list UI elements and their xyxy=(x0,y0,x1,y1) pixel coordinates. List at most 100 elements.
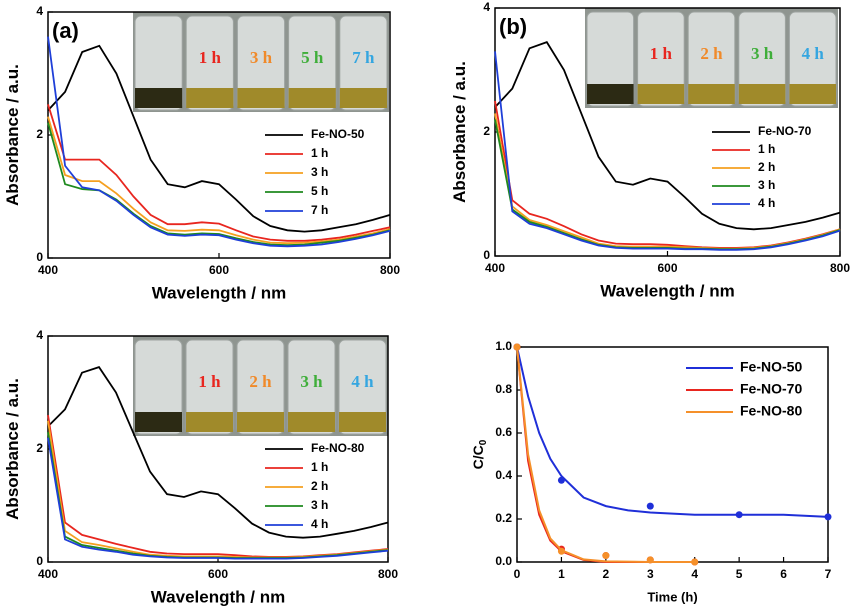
legend-label: 3 h xyxy=(311,165,328,179)
data-point xyxy=(646,502,654,510)
vial-liquid xyxy=(587,84,634,104)
x-tick-label: 3 xyxy=(647,567,654,581)
x-tick-label: 4 xyxy=(691,567,698,581)
legend-label: 2 h xyxy=(311,479,328,493)
vial xyxy=(288,15,337,111)
y-axis-label-text: Absorbance / a.u. xyxy=(3,378,22,520)
y-axis-label-text: Absorbance / a.u. xyxy=(450,61,469,203)
vial xyxy=(134,15,183,111)
vial-liquid xyxy=(237,412,284,432)
inset-label: 5 h xyxy=(301,48,324,67)
data-point xyxy=(602,552,610,560)
y-tick-label: 0 xyxy=(483,248,490,262)
y-tick-label: 0.8 xyxy=(495,382,512,396)
vial-liquid xyxy=(186,88,234,108)
legend-label: 1 h xyxy=(311,460,328,474)
x-axis-label: Wavelength / nm xyxy=(151,587,285,606)
y-tick-label: 2 xyxy=(36,441,43,455)
y-tick-label: 0.6 xyxy=(495,425,512,439)
y-tick-label: 4 xyxy=(36,328,43,342)
x-tick-label: 400 xyxy=(38,567,58,581)
inset-label: 7 h xyxy=(352,48,375,67)
fit-curve xyxy=(516,346,695,563)
vial xyxy=(339,15,388,111)
legend-label: 7 h xyxy=(311,203,328,217)
vial-liquid xyxy=(237,88,285,108)
x-tick-label: 800 xyxy=(378,567,398,581)
legend-label: Fe-NO-50 xyxy=(740,359,802,375)
panel-label: (a) xyxy=(52,18,79,43)
y-axis-label-text: Absorbance / a.u. xyxy=(3,64,22,206)
x-tick-label: 0 xyxy=(514,567,521,581)
fit-curve xyxy=(516,346,695,563)
legend-label: 4 h xyxy=(311,517,328,531)
vial xyxy=(236,339,285,435)
inset-label: 4 h xyxy=(802,44,825,63)
x-tick-label: 600 xyxy=(657,261,677,275)
vial-liquid xyxy=(339,88,387,108)
x-tick-label: 400 xyxy=(38,263,58,277)
vial xyxy=(637,11,685,107)
vial xyxy=(338,339,387,435)
data-point xyxy=(691,558,699,566)
legend-label: Fe-NO-80 xyxy=(311,441,365,455)
inset-label: 2 h xyxy=(700,44,723,63)
inset-label: 3 h xyxy=(250,48,273,67)
vial xyxy=(185,15,234,111)
inset-label: 3 h xyxy=(300,372,323,391)
vial xyxy=(788,11,837,107)
data-point xyxy=(735,511,743,519)
spectrum-line xyxy=(494,51,841,251)
inset-label: 4 h xyxy=(351,372,374,391)
legend-label: 3 h xyxy=(758,178,775,192)
y-axis-label: Absorbance / a.u. xyxy=(3,378,22,520)
spectrum-line xyxy=(47,437,389,560)
inset-label: 1 h xyxy=(650,44,673,63)
x-tick-label: 600 xyxy=(209,263,229,277)
spectrum-line xyxy=(47,366,389,539)
legend-label: Fe-NO-70 xyxy=(740,381,802,397)
vial xyxy=(287,339,336,435)
plot-frame xyxy=(516,346,829,563)
legend-label: 3 h xyxy=(311,498,328,512)
y-axis-label: Absorbance / a.u. xyxy=(3,64,22,206)
y-axis-label: Absorbance / a.u. xyxy=(450,61,469,203)
vial-liquid xyxy=(789,84,836,104)
legend-label: 2 h xyxy=(758,160,775,174)
spectrum-line xyxy=(494,119,841,251)
x-tick-label: 6 xyxy=(780,567,787,581)
data-point xyxy=(646,556,654,564)
legend-label: 4 h xyxy=(758,196,775,210)
vial-liquid xyxy=(135,88,183,108)
x-tick-label: 800 xyxy=(380,263,400,277)
x-tick-label: 1 xyxy=(558,567,565,581)
y-tick-label: 4 xyxy=(483,0,490,14)
vial xyxy=(236,15,286,111)
spectrum-line xyxy=(47,104,391,242)
y-axis-label-text: C/C xyxy=(470,445,486,469)
x-tick-label: 600 xyxy=(208,567,228,581)
y-tick-label: 4 xyxy=(36,4,43,18)
x-tick-label: 5 xyxy=(736,567,743,581)
spectrum-line xyxy=(47,116,391,245)
legend-label: Fe-NO-50 xyxy=(311,127,365,141)
y-axis-label-sub: 0 xyxy=(478,439,489,445)
legend-label: 1 h xyxy=(758,142,775,156)
x-tick-label: 2 xyxy=(603,567,610,581)
data-point xyxy=(824,513,832,521)
vial xyxy=(586,11,635,107)
vial-liquid xyxy=(288,412,335,432)
vial-liquid xyxy=(637,84,685,104)
y-tick-label: 0 xyxy=(36,554,43,568)
y-axis-label: C/C0 xyxy=(470,439,489,469)
vial-liquid xyxy=(186,412,233,432)
x-tick-label: 7 xyxy=(825,567,832,581)
spectrum-line xyxy=(47,36,391,248)
x-axis-label: Time (h) xyxy=(647,589,697,604)
vial xyxy=(687,11,736,107)
vial-liquid xyxy=(688,84,735,104)
y-tick-label: 0 xyxy=(36,250,43,264)
inset-label: 1 h xyxy=(198,372,221,391)
legend-label: Fe-NO-70 xyxy=(758,124,812,138)
